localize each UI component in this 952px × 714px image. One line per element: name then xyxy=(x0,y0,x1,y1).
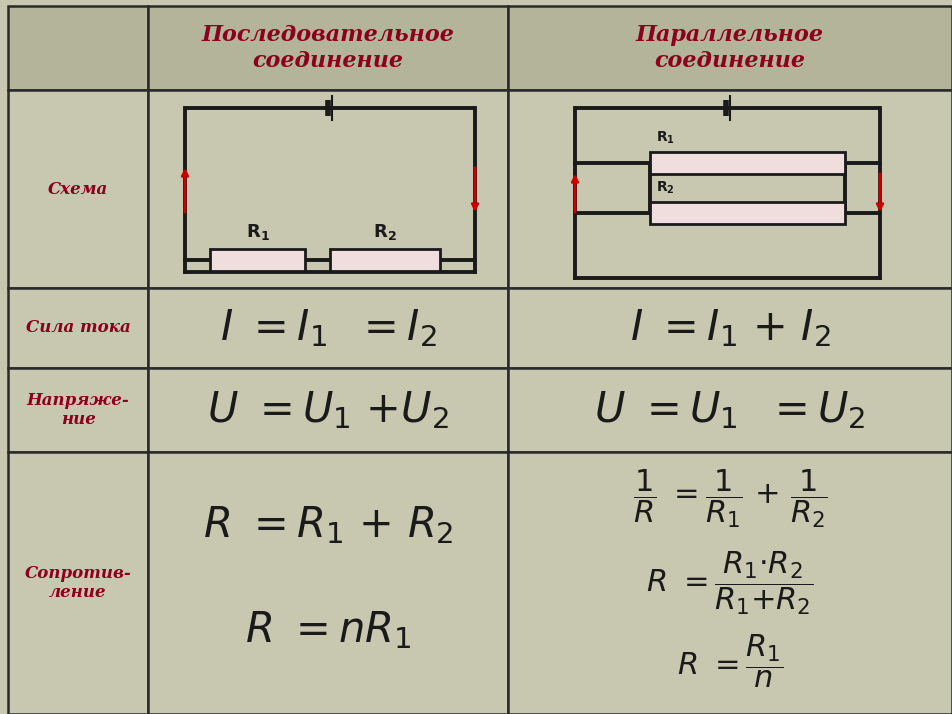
Text: $\mathbf{R_1}$: $\mathbf{R_1}$ xyxy=(246,222,269,242)
Text: Последовательное
соединение: Последовательное соединение xyxy=(202,24,454,71)
Bar xyxy=(8,452,148,714)
Bar xyxy=(8,90,148,288)
Bar xyxy=(8,6,148,90)
Bar xyxy=(148,368,508,452)
Bar xyxy=(148,452,508,714)
Text: Схема: Схема xyxy=(48,181,109,198)
Bar xyxy=(508,368,952,452)
Text: Сила тока: Сила тока xyxy=(26,319,130,336)
Bar xyxy=(508,452,952,714)
Bar xyxy=(8,288,148,368)
Text: $R\ {=}nR_1$: $R\ {=}nR_1$ xyxy=(245,609,411,651)
Text: $\dfrac{1}{R}\ {=}\dfrac{1}{R_1}\ {+}\ \dfrac{1}{R_2}$: $\dfrac{1}{R}\ {=}\dfrac{1}{R_1}\ {+}\ \… xyxy=(633,468,827,531)
Text: $\mathbf{R_2}$: $\mathbf{R_2}$ xyxy=(373,222,397,242)
Text: $I\ {=}I_1\ \ {=}I_2$: $I\ {=}I_1\ \ {=}I_2$ xyxy=(220,307,436,349)
Bar xyxy=(650,152,845,174)
Text: $R\ {=}R_1\ {+}\ R_2$: $R\ {=}R_1\ {+}\ R_2$ xyxy=(203,504,453,546)
Text: $\mathbf{R_2}$: $\mathbf{R_2}$ xyxy=(656,180,675,196)
Text: $I\ {=}I_1\ {+}\ I_2$: $I\ {=}I_1\ {+}\ I_2$ xyxy=(629,307,830,349)
Bar xyxy=(210,249,305,271)
Text: Сопротив-
ление: Сопротив- ление xyxy=(25,565,131,601)
Text: Напряже-
ние: Напряже- ние xyxy=(27,392,129,428)
Text: Параллельное
соединение: Параллельное соединение xyxy=(636,24,824,71)
Bar xyxy=(508,6,952,90)
Bar xyxy=(148,6,508,90)
Text: $R\ {=}\dfrac{R_1}{n}$: $R\ {=}\dfrac{R_1}{n}$ xyxy=(677,633,783,690)
Bar xyxy=(508,288,952,368)
Bar xyxy=(148,288,508,368)
Bar xyxy=(650,202,845,224)
Bar xyxy=(148,90,508,288)
Bar xyxy=(8,368,148,452)
Text: $\mathbf{R_1}$: $\mathbf{R_1}$ xyxy=(656,130,675,146)
Bar xyxy=(508,90,952,288)
Text: $U\ {=}U_1\ \ {=}U_2$: $U\ {=}U_1\ \ {=}U_2$ xyxy=(594,389,865,431)
Bar xyxy=(330,249,440,271)
Text: $R\ {=}\dfrac{R_1{\cdot}R_2}{R_1{+}R_2}$: $R\ {=}\dfrac{R_1{\cdot}R_2}{R_1{+}R_2}$ xyxy=(646,549,814,617)
Text: $U\ {=}U_1\ {+}U_2$: $U\ {=}U_1\ {+}U_2$ xyxy=(208,389,448,431)
